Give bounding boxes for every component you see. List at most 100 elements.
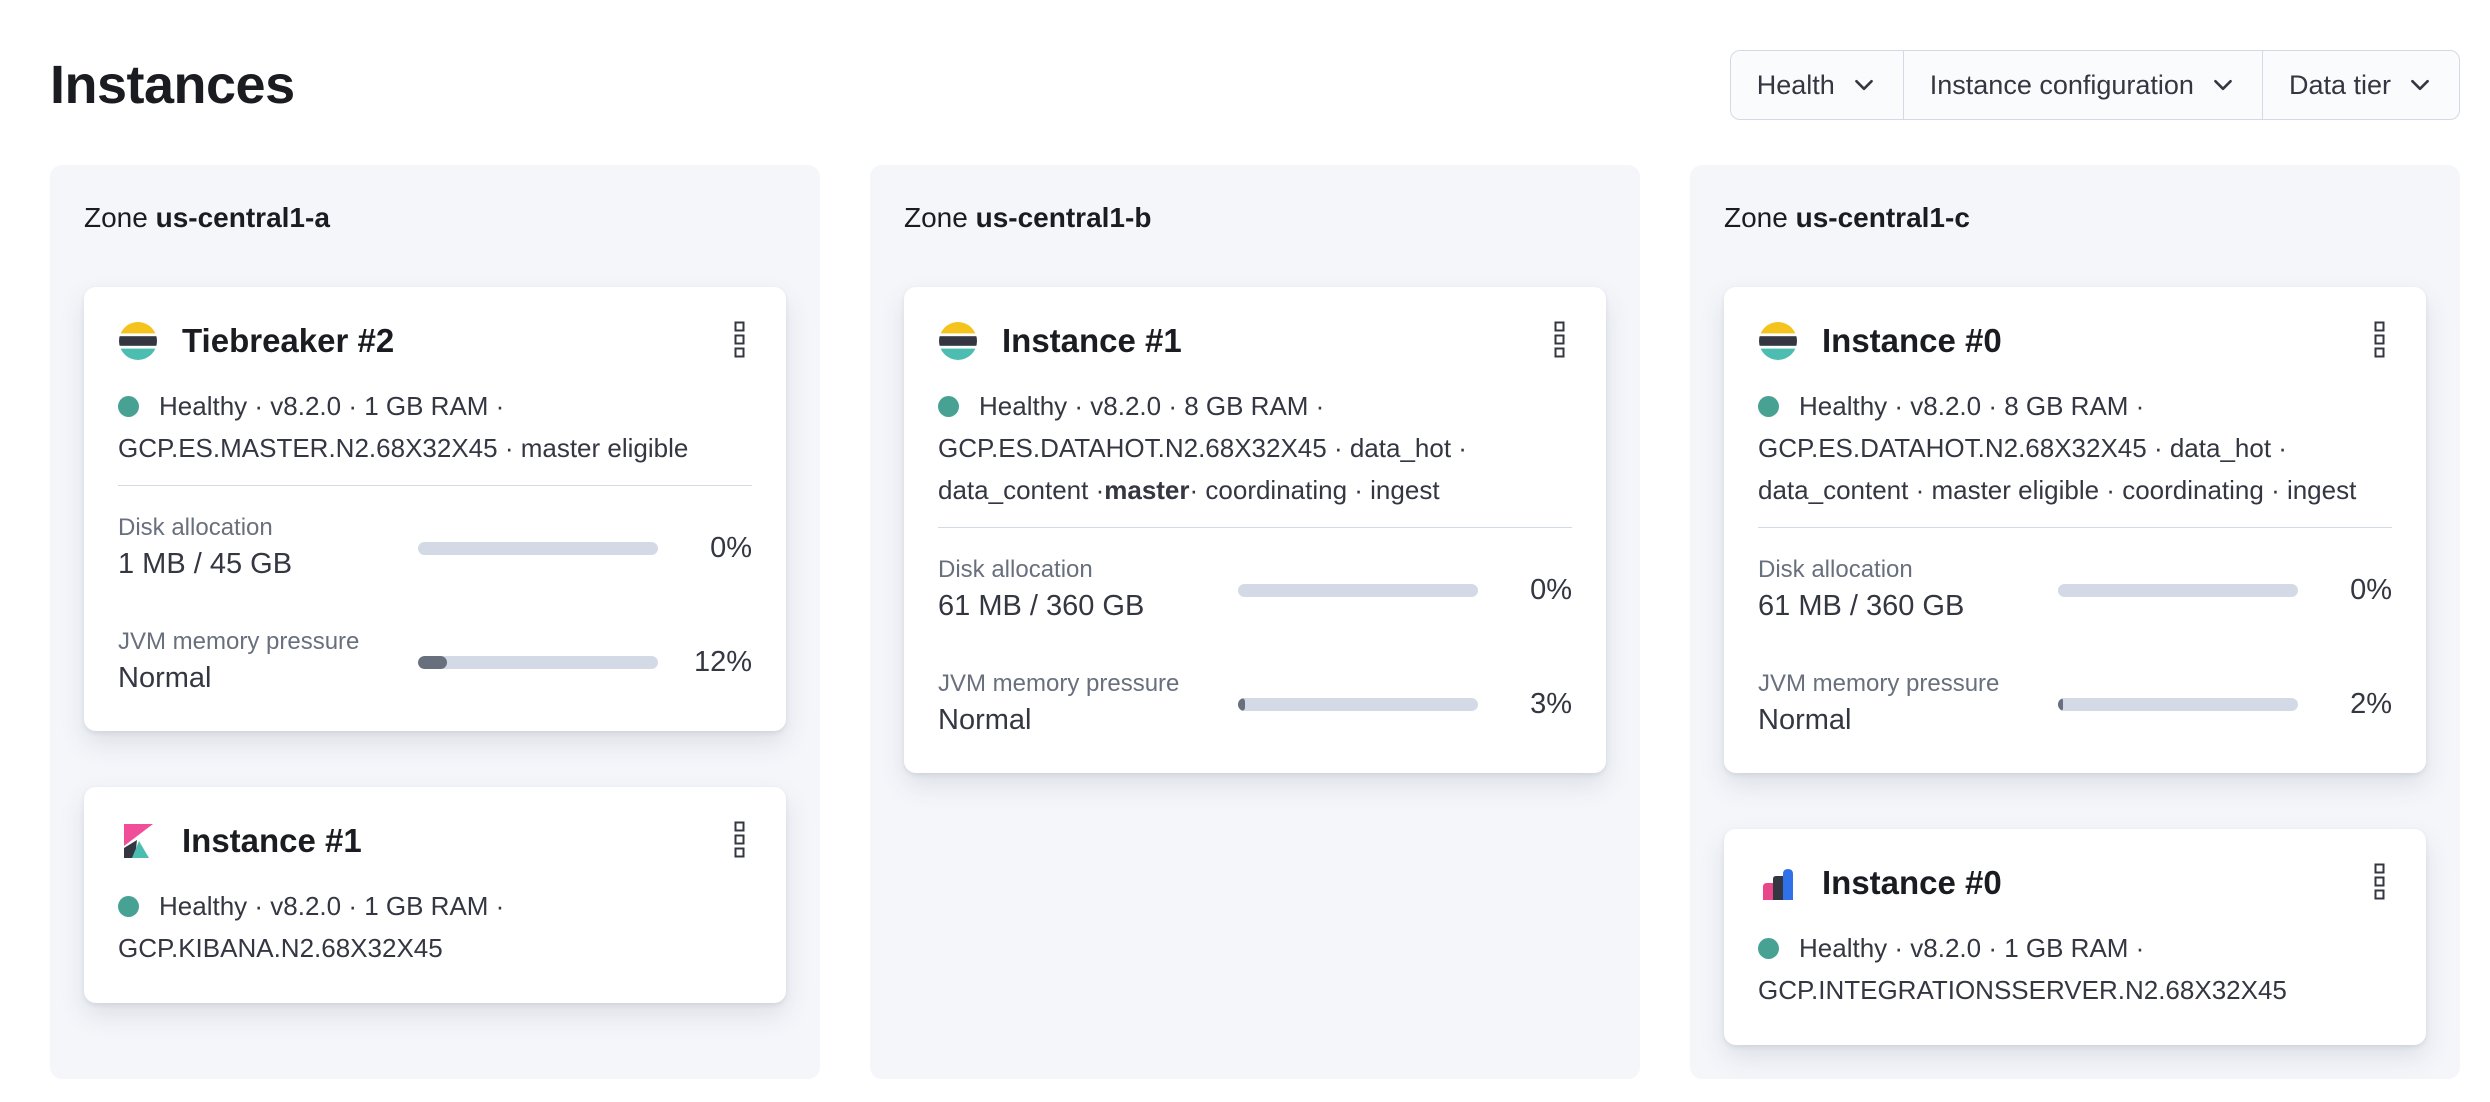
metric-value: 1 MB / 45 GB <box>118 548 293 580</box>
status-text: Healthy · v8.2.0 · 1 GB RAM · <box>1799 933 2145 963</box>
card-header: Instance #0 <box>1758 859 2392 907</box>
roles-text-master: master <box>1104 475 1190 505</box>
page-title: Instances <box>50 55 295 115</box>
chevron-down-icon <box>2407 72 2433 98</box>
metric-percent: 0% <box>2350 573 2392 606</box>
zones-row: Zone us-central1-a Tiebreaker #2 <box>50 165 2460 1079</box>
metric-label: Disk allocation <box>1758 556 1913 583</box>
instance-title: Instance #1 <box>1002 322 1182 359</box>
disk-allocation-metric: Disk allocation 61 MB / 360 GB 0% <box>1758 555 2392 625</box>
boxes-vertical-icon <box>733 821 746 861</box>
disk-allocation-metric: Disk allocation 1 MB / 45 GB 0% <box>118 513 752 583</box>
elasticsearch-logo-icon <box>118 321 182 361</box>
status-text: Healthy · v8.2.0 · 1 GB RAM · <box>159 391 505 421</box>
elasticsearch-logo-icon <box>1758 321 1822 361</box>
disk-allocation-metric: Disk allocation 61 MB / 360 GB 0% <box>938 555 1572 625</box>
config-line: GCP.ES.DATAHOT.N2.68X32X45 · data_hot · <box>1758 427 2392 469</box>
card-header: Instance #1 <box>938 317 1572 365</box>
zone-label: Zone us-central1-b <box>904 201 1606 235</box>
page-header: Instances Health Instance configuration … <box>50 50 2460 120</box>
config-text: GCP.KIBANA.N2.68X32X45 <box>118 933 443 963</box>
jvm-pressure-bar <box>1238 697 1478 711</box>
instance-title: Instance #1 <box>182 822 362 859</box>
instance-menu-button[interactable] <box>2367 317 2392 365</box>
instance-title: Instance #0 <box>1822 322 2002 359</box>
metric-label: JVM memory pressure <box>938 670 1180 697</box>
instance-menu-button[interactable] <box>727 817 752 865</box>
instance-card-tiebreaker-2: Tiebreaker #2 Healthy · v8.2.0 · 1 GB RA… <box>84 287 786 731</box>
instance-card-es-0: Instance #0 Healthy · v8.2.0 · 8 GB RAM … <box>1724 287 2426 773</box>
zone-name: us-central1-b <box>975 202 1152 233</box>
metric-info: JVM memory pressure Normal <box>938 669 1238 739</box>
metric-value: Normal <box>938 704 1032 736</box>
status-text: Healthy · v8.2.0 · 1 GB RAM · <box>159 891 505 921</box>
chevron-down-icon <box>2210 72 2236 98</box>
metric-percent: 3% <box>1530 687 1572 720</box>
zone-panel-us-central1-c: Zone us-central1-c Instance #0 <box>1690 165 2460 1079</box>
zone-label: Zone us-central1-c <box>1724 201 2426 235</box>
metric-value: Normal <box>1758 704 1852 736</box>
filter-health-label: Health <box>1756 69 1835 100</box>
config-text: GCP.ES.DATAHOT.N2.68X32X45 · data_hot · <box>938 433 1467 463</box>
config-text: GCP.ES.MASTER.N2.68X32X45 · master eligi… <box>118 433 689 463</box>
health-dot-icon <box>118 895 139 917</box>
card-header: Tiebreaker #2 <box>118 317 752 365</box>
elasticsearch-logo-icon <box>938 321 1002 361</box>
metric-percent: 0% <box>710 531 752 564</box>
filter-group: Health Instance configuration Data tier <box>1729 50 2460 120</box>
filter-data-tier-label: Data tier <box>2288 69 2391 100</box>
filter-data-tier-button[interactable]: Data tier <box>2261 51 2459 119</box>
metric-value: 61 MB / 360 GB <box>938 590 1145 622</box>
chevron-down-icon <box>1851 72 1877 98</box>
divider <box>118 485 752 486</box>
instance-menu-button[interactable] <box>1547 317 1572 365</box>
metric-value: Normal <box>118 662 212 694</box>
status-line: Healthy · v8.2.0 · 8 GB RAM · <box>1758 385 2392 427</box>
roles-text: · coordinating · ingest <box>1189 475 1440 505</box>
boxes-vertical-icon <box>1553 321 1566 361</box>
boxes-vertical-icon <box>733 321 746 361</box>
jvm-pressure-bar-fill <box>418 655 447 669</box>
config-line: GCP.ES.DATAHOT.N2.68X32X45 · data_hot · <box>938 427 1572 469</box>
jvm-pressure-bar <box>418 655 658 669</box>
disk-usage-bar <box>418 541 658 555</box>
status-line: Healthy · v8.2.0 · 8 GB RAM · <box>938 385 1572 427</box>
disk-usage-bar <box>1238 583 1478 597</box>
filter-instance-configuration-label: Instance configuration <box>1929 69 2194 100</box>
instance-card-es-1: Instance #1 Healthy · v8.2.0 · 8 GB RAM … <box>904 287 1606 773</box>
filter-instance-configuration-button[interactable]: Instance configuration <box>1902 51 2262 119</box>
status-line: Healthy · v8.2.0 · 1 GB RAM · <box>1758 927 2392 969</box>
filter-health-button[interactable]: Health <box>1731 51 1903 119</box>
roles-line: data_content · master · coordinating · i… <box>938 469 1572 511</box>
zone-label: Zone us-central1-a <box>84 201 786 235</box>
divider <box>938 527 1572 528</box>
health-dot-icon <box>1758 937 1779 959</box>
card-header: Instance #1 <box>118 817 752 865</box>
jvm-pressure-bar-fill <box>2058 697 2063 711</box>
metric-info: JVM memory pressure Normal <box>118 627 418 697</box>
divider <box>1758 527 2392 528</box>
metric-info: Disk allocation 61 MB / 360 GB <box>938 555 1238 625</box>
disk-usage-bar <box>2058 583 2298 597</box>
jvm-pressure-bar-fill <box>1238 697 1246 711</box>
config-text: GCP.INTEGRATIONSSERVER.N2.68X32X45 <box>1758 975 2287 1005</box>
health-dot-icon <box>1758 395 1779 417</box>
instance-title: Instance #0 <box>1822 864 2002 901</box>
boxes-vertical-icon <box>2373 321 2386 361</box>
instance-title: Tiebreaker #2 <box>182 322 395 359</box>
metric-value: 61 MB / 360 GB <box>1758 590 1965 622</box>
instance-menu-button[interactable] <box>727 317 752 365</box>
metric-percent: 12% <box>693 645 752 678</box>
instance-card-kibana-1: Instance #1 Healthy · v8.2.0 · 1 GB RAM … <box>84 787 786 1003</box>
metric-percent: 2% <box>2350 687 2392 720</box>
zone-panel-us-central1-b: Zone us-central1-b Instance #1 <box>870 165 1640 1079</box>
status-line: Healthy · v8.2.0 · 1 GB RAM · <box>118 385 752 427</box>
instance-card-integrations-0: Instance #0 Healthy · v8.2.0 · 1 GB RAM … <box>1724 829 2426 1045</box>
status-text: Healthy · v8.2.0 · 8 GB RAM · <box>979 391 1325 421</box>
metric-label: Disk allocation <box>118 514 273 541</box>
zone-label-prefix: Zone <box>904 202 968 233</box>
config-line: GCP.KIBANA.N2.68X32X45 <box>118 927 752 969</box>
health-dot-icon <box>938 395 959 417</box>
jvm-memory-pressure-metric: JVM memory pressure Normal 2% <box>1758 669 2392 739</box>
instance-menu-button[interactable] <box>2367 859 2392 907</box>
